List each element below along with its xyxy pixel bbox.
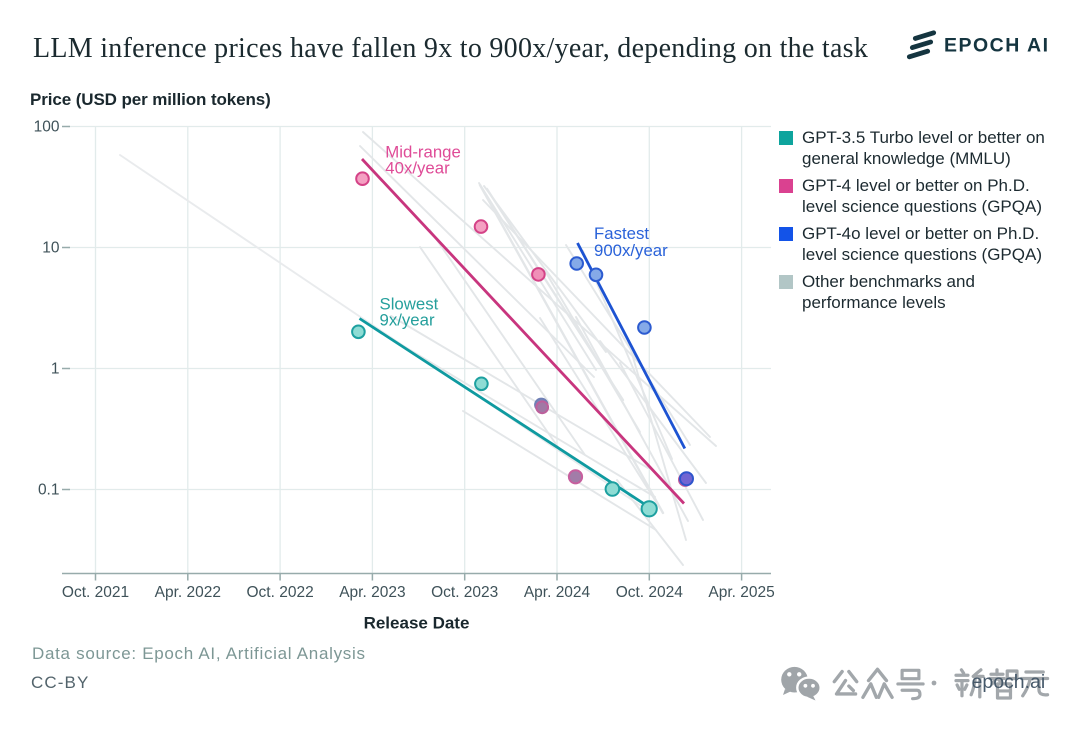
svg-text:Mid-range: Mid-range	[385, 143, 461, 162]
svg-text:900x/year: 900x/year	[594, 241, 668, 260]
svg-text:9x/year: 9x/year	[380, 310, 435, 329]
svg-text:epoch.ai: epoch.ai	[972, 671, 1046, 693]
svg-text:EPOCH AI: EPOCH AI	[944, 35, 1050, 57]
svg-text:Slowest: Slowest	[380, 295, 439, 314]
svg-text:40x/year: 40x/year	[385, 158, 450, 177]
svg-text:Release Date: Release Date	[364, 614, 470, 633]
svg-text:Oct. 2021: Oct. 2021	[62, 584, 129, 601]
svg-text:0.1: 0.1	[38, 482, 60, 499]
svg-text:Apr. 2024: Apr. 2024	[524, 584, 591, 601]
svg-text:Oct. 2024: Oct. 2024	[616, 584, 684, 601]
svg-text:100: 100	[34, 119, 60, 136]
svg-text:Fastest: Fastest	[594, 224, 649, 243]
svg-text:1: 1	[51, 361, 60, 378]
svg-text:Apr. 2023: Apr. 2023	[339, 584, 405, 601]
svg-text:Apr. 2022: Apr. 2022	[155, 584, 221, 601]
svg-text:Apr. 2025: Apr. 2025	[708, 584, 774, 601]
svg-text:10: 10	[42, 240, 60, 257]
svg-text:Oct. 2023: Oct. 2023	[431, 584, 498, 601]
svg-text:Oct. 2022: Oct. 2022	[246, 584, 313, 601]
